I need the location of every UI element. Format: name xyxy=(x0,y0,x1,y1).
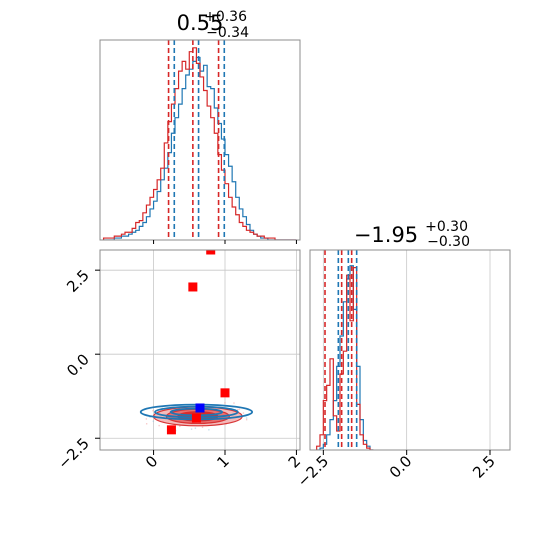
sample-point xyxy=(149,416,151,418)
blue-histogram-series xyxy=(316,265,374,450)
joint-xtick-label-0: 0 xyxy=(142,452,161,471)
red-marker-2 xyxy=(220,388,230,398)
top-title-sup: +0.36 xyxy=(204,9,247,25)
joint-panel: 0 1 2 2.5 0.0 −2.5 xyxy=(54,249,304,473)
right-hist-xtick-label-1: 0.0 xyxy=(386,452,416,482)
red-marker-3 xyxy=(191,413,201,423)
right-histogram-title: −1.95 xyxy=(354,223,418,247)
sample-point xyxy=(194,427,197,429)
sample-point xyxy=(152,409,154,412)
sample-point xyxy=(233,402,235,404)
sample-point xyxy=(145,423,148,425)
sample-point xyxy=(208,429,210,431)
right-histogram-frame xyxy=(309,249,511,451)
right-title-sup: +0.30 xyxy=(425,219,468,235)
joint-frame xyxy=(99,249,301,451)
right-hist-xtick-label-0: −2.5 xyxy=(294,452,332,490)
sample-point xyxy=(238,408,241,410)
joint-ytick-label-1: 0.0 xyxy=(63,350,93,380)
sample-point xyxy=(224,402,226,404)
red-histogram-series xyxy=(102,47,297,240)
sample-point xyxy=(179,425,181,427)
red-marker-1 xyxy=(188,282,198,292)
blue-marker-0 xyxy=(195,403,205,413)
top-title-sub: −0.34 xyxy=(206,25,249,41)
right-title-sub: −0.30 xyxy=(427,234,470,250)
sample-point xyxy=(201,426,204,428)
red-histogram-series xyxy=(316,267,374,450)
red-marker-0 xyxy=(206,250,216,255)
sample-point xyxy=(152,420,155,422)
sample-point xyxy=(237,408,239,411)
top-histogram-panel: 0.55 +0.36 −0.34 xyxy=(99,9,301,241)
sample-point xyxy=(245,418,248,421)
sample-point xyxy=(145,418,148,420)
right-hist-xtick-label-2: 2.5 xyxy=(469,452,499,482)
red-marker-4 xyxy=(166,425,176,435)
sample-point xyxy=(242,412,245,414)
sample-point xyxy=(158,424,160,427)
joint-xtick-label-2: 2 xyxy=(285,452,304,471)
right-histogram-panel: −1.95 +0.30 −0.30 −2.5 0.0 2.5 xyxy=(294,219,511,491)
joint-ytick-label-2: −2.5 xyxy=(54,434,92,472)
joint-xtick-label-1: 1 xyxy=(213,452,232,471)
top-histogram-title: 0.55 xyxy=(177,11,224,35)
sample-point xyxy=(245,417,248,419)
joint-ytick-label-0: 2.5 xyxy=(63,266,93,296)
top-histogram-frame xyxy=(99,39,301,241)
blue-histogram-series xyxy=(103,56,297,240)
sample-point xyxy=(190,428,193,430)
